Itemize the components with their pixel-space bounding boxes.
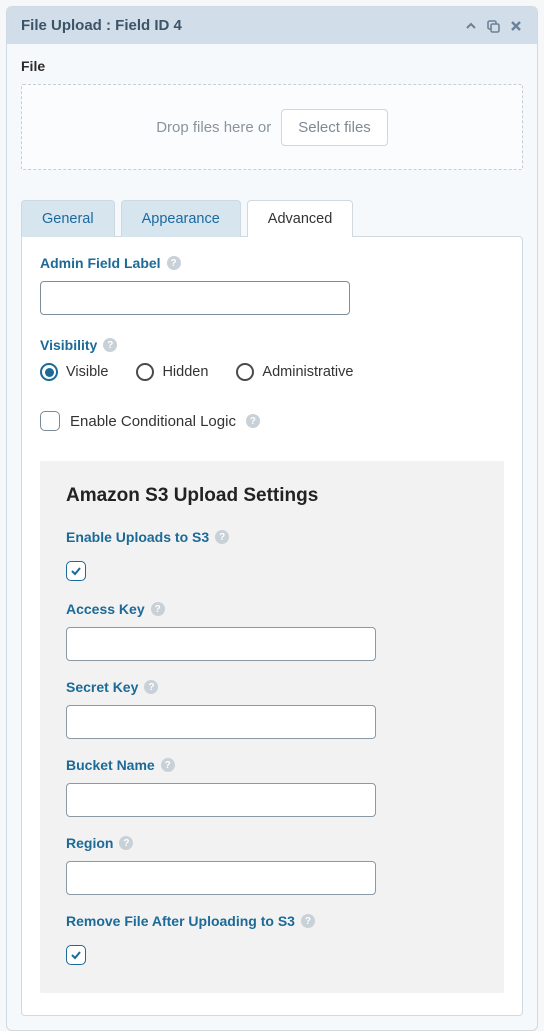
tab-appearance[interactable]: Appearance: [121, 200, 241, 237]
s3-remove-label: Remove File After Uploading to S3 ?: [66, 913, 478, 929]
s3-region-label: Region ?: [66, 835, 478, 851]
s3-enable-field: Enable Uploads to S3 ?: [66, 529, 478, 583]
radio-icon: [136, 363, 154, 381]
admin-field-label: Admin Field Label ?: [40, 255, 504, 271]
dropzone-text: Drop files here or: [156, 119, 271, 136]
help-icon[interactable]: ?: [161, 758, 175, 772]
radio-label: Visible: [66, 364, 108, 380]
tab-advanced[interactable]: Advanced: [247, 200, 354, 237]
help-icon[interactable]: ?: [144, 680, 158, 694]
panel-header: File Upload : Field ID 4: [7, 7, 537, 44]
s3-remove-checkbox[interactable]: [66, 945, 86, 965]
s3-enable-label: Enable Uploads to S3 ?: [66, 529, 478, 545]
s3-settings-panel: Amazon S3 Upload Settings Enable Uploads…: [40, 461, 504, 993]
help-icon[interactable]: ?: [301, 914, 315, 928]
s3-bucket-field: Bucket Name ?: [66, 757, 478, 817]
help-icon[interactable]: ?: [167, 256, 181, 270]
visibility-label: Visibility ?: [40, 337, 504, 353]
help-icon[interactable]: ?: [103, 338, 117, 352]
help-icon[interactable]: ?: [151, 602, 165, 616]
s3-secret-key-input[interactable]: [66, 705, 376, 739]
panel-body: File Drop files here or Select files Gen…: [7, 44, 537, 1030]
s3-bucket-label: Bucket Name ?: [66, 757, 478, 773]
s3-enable-checkbox[interactable]: [66, 561, 86, 581]
visibility-label-text: Visibility: [40, 337, 97, 353]
field-panel: File Upload : Field ID 4 File Drop files…: [6, 6, 538, 1031]
conditional-logic-label: Enable Conditional Logic: [70, 413, 236, 430]
help-icon[interactable]: ?: [119, 836, 133, 850]
s3-access-key-input[interactable]: [66, 627, 376, 661]
s3-secret-key-label: Secret Key ?: [66, 679, 478, 695]
s3-access-key-label: Access Key ?: [66, 601, 478, 617]
tabs: General Appearance Advanced: [21, 200, 523, 237]
file-field-label: File: [21, 58, 523, 74]
help-icon[interactable]: ?: [215, 530, 229, 544]
radio-label: Administrative: [262, 364, 353, 380]
tab-general[interactable]: General: [21, 200, 115, 237]
panel-title: File Upload : Field ID 4: [21, 17, 182, 34]
s3-region-field: Region ?: [66, 835, 478, 895]
collapse-icon[interactable]: [465, 20, 477, 32]
close-icon[interactable]: [509, 19, 523, 33]
visibility-radio-group: Visible Hidden Administrative: [40, 363, 504, 381]
s3-bucket-input[interactable]: [66, 783, 376, 817]
tab-content-advanced: Admin Field Label ? Visibility ? Visible: [21, 236, 523, 1016]
admin-field-label-text: Admin Field Label: [40, 255, 161, 271]
file-dropzone[interactable]: Drop files here or Select files: [21, 84, 523, 170]
radio-hidden[interactable]: Hidden: [136, 363, 208, 381]
radio-icon: [40, 363, 58, 381]
s3-region-input[interactable]: [66, 861, 376, 895]
checkbox-icon: [40, 411, 60, 431]
radio-administrative[interactable]: Administrative: [236, 363, 353, 381]
radio-icon: [236, 363, 254, 381]
help-icon[interactable]: ?: [246, 414, 260, 428]
s3-secret-key-field: Secret Key ?: [66, 679, 478, 739]
conditional-logic-row[interactable]: Enable Conditional Logic ?: [40, 411, 504, 431]
duplicate-icon[interactable]: [485, 18, 501, 34]
panel-actions: [465, 18, 523, 34]
s3-title: Amazon S3 Upload Settings: [66, 485, 478, 507]
radio-visible[interactable]: Visible: [40, 363, 108, 381]
admin-field-input[interactable]: [40, 281, 350, 315]
s3-access-key-field: Access Key ?: [66, 601, 478, 661]
s3-remove-field: Remove File After Uploading to S3 ?: [66, 913, 478, 967]
select-files-button[interactable]: Select files: [281, 109, 388, 146]
radio-label: Hidden: [162, 364, 208, 380]
